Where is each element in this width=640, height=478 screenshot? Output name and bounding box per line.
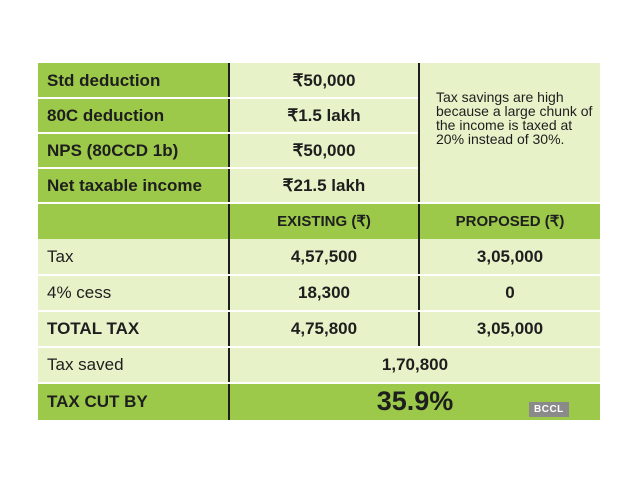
header-existing: EXISTING (₹) [277,213,371,230]
column-divider-2 [418,63,420,347]
row-tax-cut-value: 35.9% [376,386,454,416]
row-divider [38,346,600,348]
row-std-deduction-value: ₹50,000 [292,70,356,90]
tax-comparison-table: Std deduction ₹50,000 80C deduction ₹1.5… [38,63,600,420]
row-tax-saved-value: 1,70,800 [381,355,449,374]
row-divider [38,274,600,276]
column-divider-1 [228,63,230,420]
row-divider [38,310,600,312]
row-tax-existing: 4,57,500 [290,247,358,266]
bccl-watermark: BCCL [529,402,569,417]
row-tax-proposed: 3,05,000 [476,247,544,266]
row-divider [38,382,600,384]
row-nps-label: NPS (80CCD 1b) [38,133,228,168]
row-cess-existing: 18,300 [298,283,350,302]
row-tax-cut-label: TAX CUT BY [47,391,148,411]
row-tax-saved-label: Tax saved [47,355,124,374]
row-total-tax-existing: 4,75,800 [290,319,358,338]
row-cess-label: 4% cess [47,283,112,302]
row-divider [38,132,418,134]
row-tax-label: Tax [47,247,74,266]
row-80c-value: ₹1.5 lakh [287,105,361,125]
row-divider [38,97,418,99]
row-net-taxable-value: ₹21.5 lakh [282,175,366,195]
row-net-taxable-label: Net taxable income [38,168,228,203]
tax-cut-row [38,383,600,420]
row-divider [38,202,600,204]
row-cess-proposed: 0 [505,283,515,302]
tax-savings-note: Tax savings are high because a large chu… [436,89,593,147]
row-total-tax-label: TOTAL TAX [47,319,140,338]
header-proposed: PROPOSED (₹) [455,213,565,230]
row-80c-label: 80C deduction [38,98,228,133]
row-std-deduction-label: Std deduction [38,63,228,98]
header-row [38,203,600,239]
row-divider [38,167,418,169]
row-nps-value: ₹50,000 [292,140,356,160]
row-total-tax-proposed: 3,05,000 [476,319,544,338]
